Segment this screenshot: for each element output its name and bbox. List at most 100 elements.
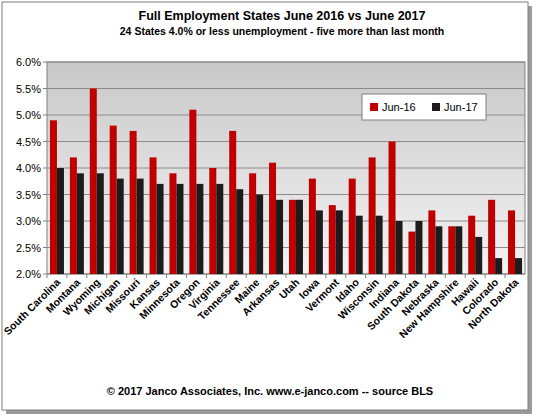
legend-box — [362, 94, 486, 120]
x-tick — [505, 274, 506, 278]
plot-area — [47, 62, 525, 274]
bar — [515, 258, 522, 274]
x-tick — [206, 274, 207, 278]
grid-line — [47, 168, 525, 169]
y-tick-label: 5.5% — [16, 83, 41, 95]
bar — [137, 179, 144, 274]
bar — [269, 163, 276, 274]
x-tick-label: New Hampshire — [397, 276, 461, 340]
legend-swatch — [432, 103, 440, 111]
y-tick-label: 3.0% — [16, 215, 41, 227]
bar — [57, 168, 64, 274]
x-tick — [146, 274, 147, 278]
bar — [508, 210, 515, 274]
bar — [176, 184, 183, 274]
bar — [316, 210, 323, 274]
grid-line — [47, 141, 525, 142]
legend-label: Jun-16 — [382, 101, 416, 113]
y-tick-label: 6.0% — [16, 56, 41, 68]
bar — [249, 173, 256, 274]
y-tick — [43, 274, 47, 275]
y-tick — [43, 194, 47, 195]
bar — [336, 210, 343, 274]
y-tick-label: 2.0% — [16, 268, 41, 280]
y-tick — [43, 62, 47, 63]
y-tick — [43, 221, 47, 222]
bar — [435, 226, 442, 274]
x-tick — [325, 274, 326, 278]
x-tick — [47, 274, 48, 278]
y-tick-label: 3.5% — [16, 189, 41, 201]
x-tick — [166, 274, 167, 278]
frame — [2, 2, 528, 410]
bar — [276, 200, 283, 274]
x-tick — [345, 274, 346, 278]
bar — [169, 173, 176, 274]
x-tick — [405, 274, 406, 278]
bar — [376, 216, 383, 274]
x-tick — [266, 274, 267, 278]
bar — [475, 237, 482, 274]
bar — [356, 216, 363, 274]
bar — [415, 221, 422, 274]
x-tick — [305, 274, 306, 278]
x-tick — [126, 274, 127, 278]
bar — [256, 195, 263, 275]
bar — [448, 226, 455, 274]
grid-line — [47, 88, 525, 89]
bar — [349, 179, 356, 274]
bar — [389, 142, 396, 275]
x-tick — [186, 274, 187, 278]
x-tick-label: Arkansas — [240, 276, 282, 318]
bar — [329, 205, 336, 274]
bar — [70, 157, 77, 274]
x-tick — [465, 274, 466, 278]
bar — [408, 232, 415, 274]
y-tick — [43, 141, 47, 142]
y-tick — [43, 168, 47, 169]
bar — [229, 131, 236, 274]
bar — [296, 200, 303, 274]
chart: 2.0%2.5%3.0%3.5%4.0%4.5%5.0%5.5%6.0%Sout… — [0, 0, 540, 419]
x-tick — [66, 274, 67, 278]
bar — [369, 157, 376, 274]
x-tick — [365, 274, 366, 278]
y-tick-label: 5.0% — [16, 109, 41, 121]
bar — [488, 200, 495, 274]
bars — [50, 89, 522, 275]
bar — [236, 189, 243, 274]
bar — [189, 110, 196, 274]
bar — [157, 184, 164, 274]
legend-swatch — [370, 103, 378, 111]
x-tick — [286, 274, 287, 278]
bar — [495, 258, 502, 274]
title: Full Employment States June 2016 vs June… — [139, 9, 426, 23]
y-tick — [43, 115, 47, 116]
bar — [150, 157, 157, 274]
bar — [50, 120, 57, 274]
x-tick — [445, 274, 446, 278]
bar — [130, 131, 137, 274]
y-tick-label: 2.5% — [16, 242, 41, 254]
annotation: © 2017 Janco Associates, Inc. www.e-janc… — [107, 385, 433, 397]
y-tick — [43, 88, 47, 89]
y-tick — [43, 247, 47, 248]
x-tick — [385, 274, 386, 278]
bar — [77, 173, 84, 274]
x-tick — [106, 274, 107, 278]
grid-line — [47, 62, 525, 63]
y-tick-label: 4.0% — [16, 162, 41, 174]
x-tick — [485, 274, 486, 278]
x-tick — [425, 274, 426, 278]
bar — [289, 200, 296, 274]
bar — [428, 210, 435, 274]
x-tick — [226, 274, 227, 278]
bar — [97, 173, 104, 274]
bar — [90, 89, 97, 275]
x-tick-label: Utah — [276, 276, 301, 301]
bar — [117, 179, 124, 274]
bar — [110, 126, 117, 274]
x-tick — [86, 274, 87, 278]
bar — [209, 168, 216, 274]
bar — [396, 221, 403, 274]
